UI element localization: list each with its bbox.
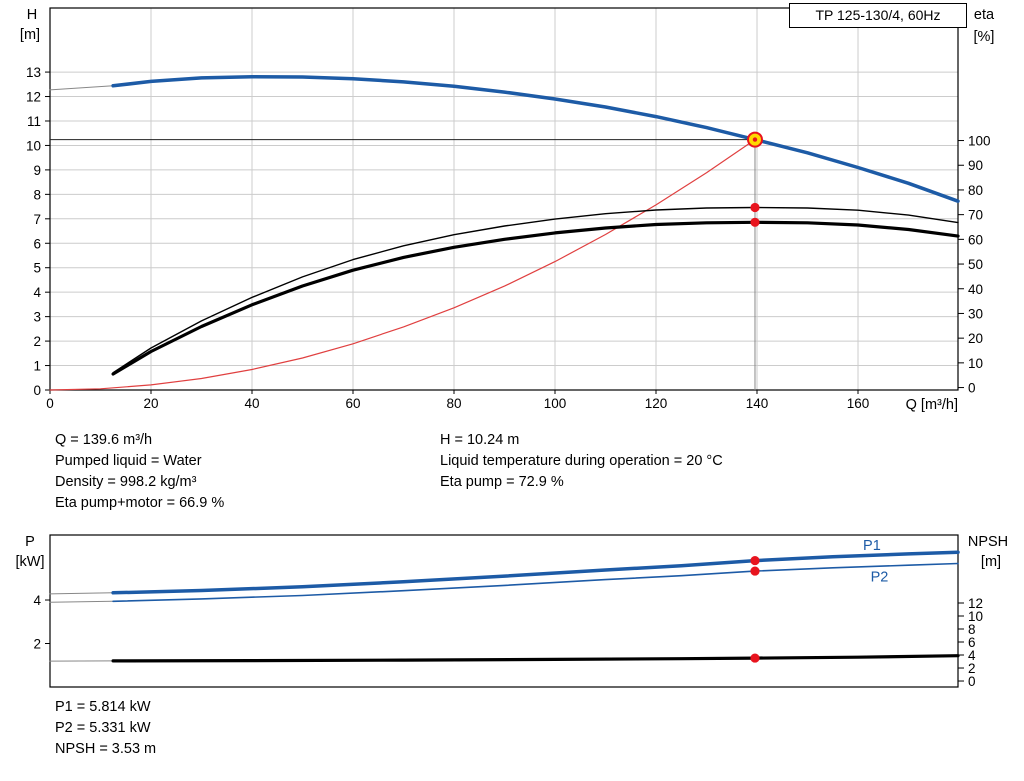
system-curve (49, 139, 756, 391)
p1-curve (111, 550, 960, 595)
annotation-npsh: NPSH = 3.53 m (55, 741, 157, 757)
power-axis-unit: [kW] (16, 554, 45, 570)
annotation-p2: P2 = 5.331 kW (55, 720, 151, 736)
y-right-tick-label: 4 (968, 648, 976, 663)
x-tick-label: 40 (244, 396, 259, 411)
qh-performance-chart: 0 20 40 60 80 100 120 140 1600123456789101112130… (26, 7, 991, 411)
x-tick-label: 60 (345, 396, 360, 411)
eta-pump-curve (112, 206, 959, 374)
y-right-tick-label: 10 (968, 609, 983, 624)
y-left-tick-label: 4 (33, 593, 41, 608)
y-left-tick-label: 7 (33, 212, 41, 227)
power-axis-title: P (25, 534, 35, 550)
y-right-tick-label: 0 (968, 381, 976, 396)
eta-axis-unit: [%] (974, 29, 995, 45)
y-right-tick-label: 60 (968, 232, 983, 247)
x-tick-label: 0 (46, 396, 54, 411)
x-tick-label: 120 (645, 396, 668, 411)
y-left-tick-label: 2 (33, 334, 41, 349)
npsh-axis-title: NPSH (968, 534, 1008, 550)
annotation-liquid: Pumped liquid = Water (55, 453, 202, 469)
y-right-tick-label: 2 (968, 661, 976, 676)
y-left-tick-label: 9 (33, 163, 41, 178)
y-left-tick-label: 12 (26, 90, 41, 105)
head-axis-title: H (27, 7, 37, 23)
annotation-eta-pump: Eta pump = 72.9 % (440, 474, 564, 490)
y-left-tick-label: 10 (26, 138, 41, 153)
x-tick-label: 100 (544, 396, 567, 411)
x-tick-label: 20 (143, 396, 158, 411)
p2-curve-label: P2 (871, 570, 889, 586)
p2-curve (112, 562, 959, 603)
eta-pump-point (750, 202, 760, 213)
eta-pump-motor-curve (111, 220, 960, 376)
annotation-flow: Q = 139.6 m³/h (55, 432, 153, 448)
y-right-tick-label: 70 (968, 208, 983, 223)
p1-curve-label: P1 (863, 538, 881, 554)
annotation-density: Density = 998.2 kg/m³ (55, 474, 197, 490)
pump-curve-connector (49, 85, 114, 91)
y-right-tick-label: 8 (968, 622, 976, 637)
npsh-axis-unit: [m] (981, 554, 1001, 570)
duty-annotations-left: Q = 139.6 m³/h Pumped liquid = Water Den… (55, 430, 224, 514)
y-right-tick-label: 90 (968, 158, 983, 173)
p1-connector (49, 592, 114, 595)
power-npsh-frame (49, 534, 959, 688)
x-tick-label: 160 (847, 396, 870, 411)
y-left-tick-label: 5 (33, 261, 41, 276)
pump-model-title: TP 125-130/4, 60Hz (789, 3, 967, 28)
duty-annotations-right: H = 10.24 m Liquid temperature during op… (440, 430, 723, 493)
y-left-tick-label: 11 (27, 114, 41, 129)
annotation-eta-total: Eta pump+motor = 66.9 % (55, 495, 225, 511)
duty-point-center (752, 137, 758, 142)
y-left-tick-label: 0 (33, 383, 41, 398)
p1-point (750, 555, 760, 566)
y-left-tick-label: 1 (33, 359, 41, 374)
p2-point (750, 566, 760, 576)
x-tick-label: 80 (446, 396, 461, 411)
y-left-tick-label: 2 (33, 637, 41, 652)
annotation-p1: P1 = 5.814 kW (55, 699, 151, 715)
npsh-curve (111, 654, 960, 663)
flow-axis-title: Q [m³/h] (906, 397, 958, 413)
p2-connector (49, 600, 114, 603)
y-right-tick-label: 20 (968, 331, 983, 346)
eta-pump-motor-point (750, 217, 760, 227)
y-right-tick-label: 0 (968, 674, 976, 689)
eta-axis-title: eta (974, 7, 995, 23)
x-tick-label: 140 (746, 396, 769, 411)
annotation-temperature: Liquid temperature during operation = 20… (440, 453, 723, 469)
y-right-tick-label: 50 (968, 257, 983, 272)
y-right-tick-label: 100 (968, 134, 991, 149)
y-right-tick-label: 30 (968, 306, 983, 321)
y-right-tick-label: 40 (968, 282, 983, 297)
y-right-tick-label: 10 (968, 356, 983, 371)
y-left-tick-label: 6 (33, 236, 41, 251)
qh-performance-frame (49, 7, 959, 391)
y-right-tick-label: 80 (968, 183, 983, 198)
npsh-point (750, 653, 760, 663)
y-right-tick-label: 12 (968, 596, 983, 611)
pump-head-curve (111, 74, 960, 203)
y-left-tick-label: 3 (33, 310, 41, 325)
annotation-head: H = 10.24 m (440, 432, 520, 448)
y-left-tick-label: 4 (33, 285, 41, 300)
y-right-tick-label: 6 (968, 635, 976, 650)
power-annotations: P1 = 5.814 kW P2 = 5.331 kW NPSH = 3.53 … (55, 697, 156, 760)
y-left-tick-label: 8 (33, 187, 41, 202)
y-left-tick-label: 13 (26, 65, 41, 80)
head-axis-unit: [m] (20, 27, 40, 43)
